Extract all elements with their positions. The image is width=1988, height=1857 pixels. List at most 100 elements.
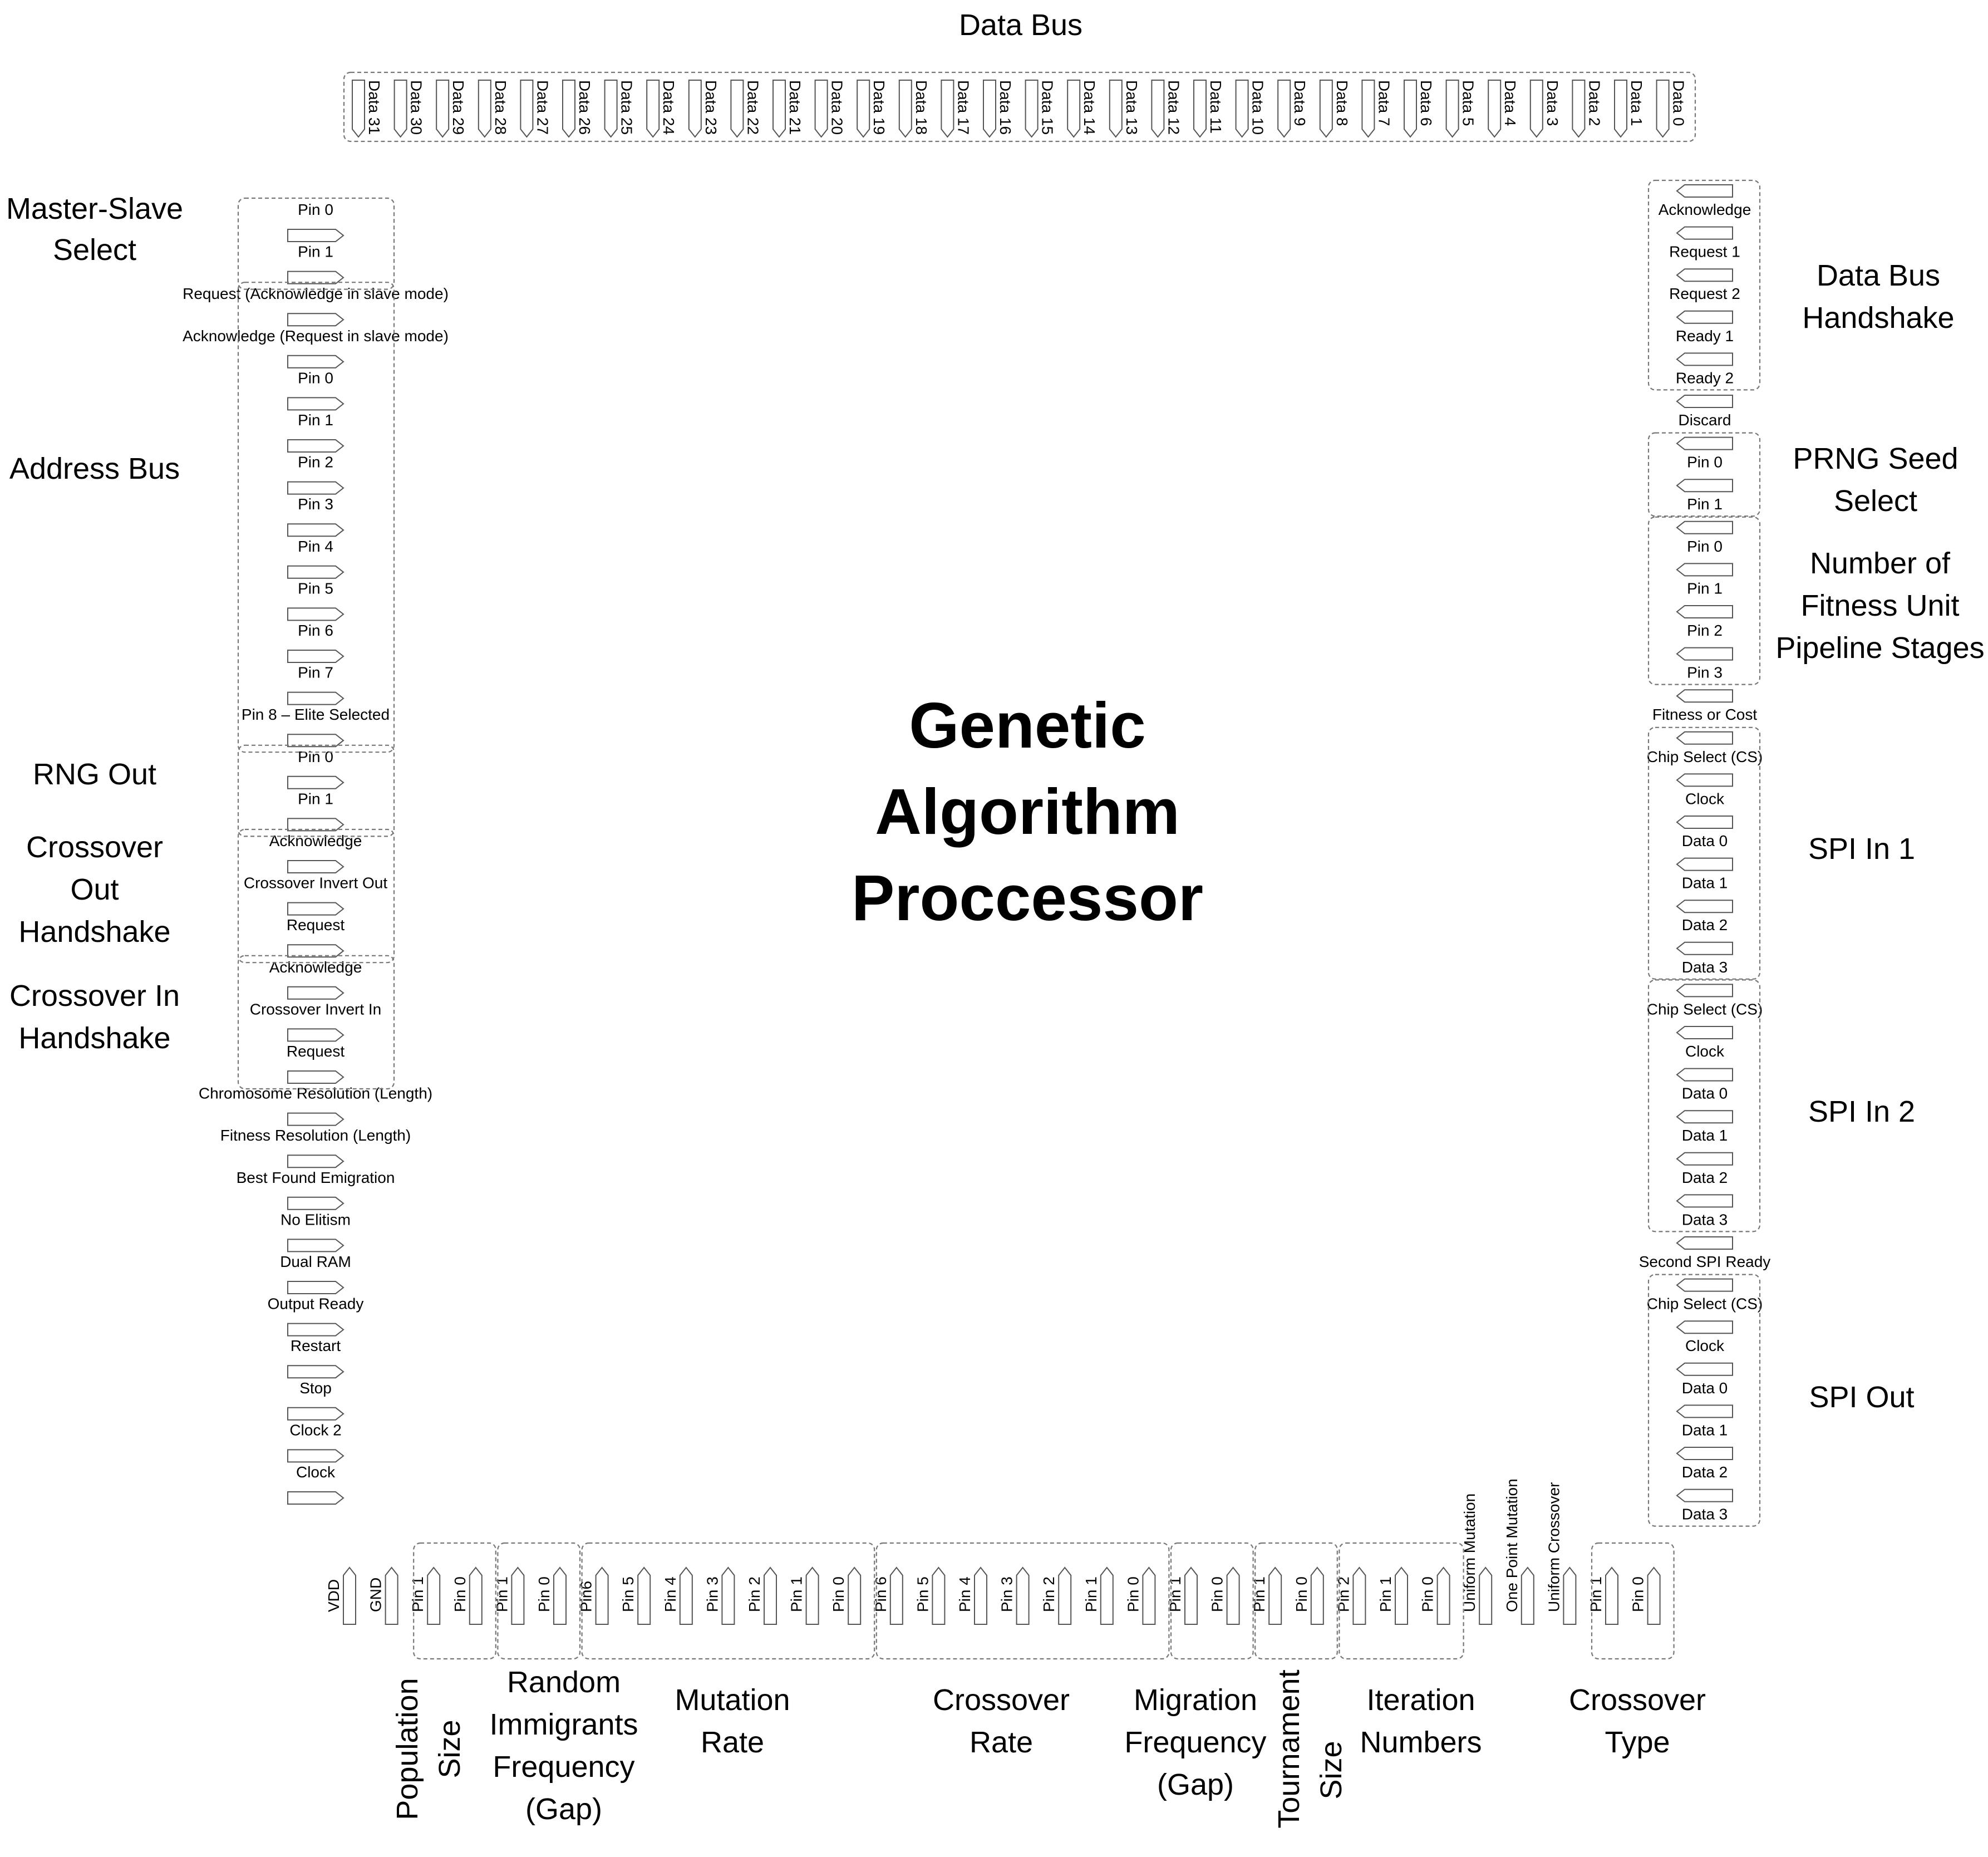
pin-arrow-right-icon bbox=[287, 775, 345, 789]
right-group-label: Fitness Unit bbox=[1800, 589, 1959, 622]
right-pin: Clock bbox=[1676, 1026, 1733, 1060]
left-pin: Pin 2 bbox=[287, 454, 345, 495]
left-pin: Request bbox=[287, 916, 345, 958]
pin-arrow-left-icon bbox=[1676, 479, 1733, 493]
pin-arrow-right-icon bbox=[287, 481, 345, 495]
pin-arrow-left-icon bbox=[1676, 520, 1733, 534]
pin-label: Pin 0 bbox=[1209, 1576, 1226, 1612]
pin-label: Pin 0 bbox=[1124, 1576, 1141, 1612]
data-bus-pin: Data 12 bbox=[1151, 80, 1182, 138]
pin-label: Uniform Mutation bbox=[1461, 1494, 1478, 1612]
data-bus-pin: Data 31 bbox=[352, 80, 383, 138]
right-group-box bbox=[1647, 516, 1761, 685]
pin-label: Pin 3 bbox=[998, 1576, 1016, 1612]
pin-arrow-right-icon bbox=[287, 860, 345, 873]
pin-arrow-up-icon bbox=[848, 1566, 862, 1625]
bottom-pin: VDD bbox=[325, 1566, 356, 1625]
right-group-label: SPI In 2 bbox=[1808, 1095, 1915, 1128]
left-pin: Pin 7 bbox=[287, 664, 345, 705]
bottom-group-label: Crossover bbox=[1569, 1683, 1706, 1717]
pin-arrow-right-icon bbox=[287, 1155, 345, 1168]
pin-arrow-up-icon bbox=[385, 1566, 398, 1625]
right-group-label: Data Bus bbox=[1817, 259, 1940, 292]
pin-label: Chip Select (CS) bbox=[1647, 748, 1763, 765]
left-pin: Pin 1 bbox=[287, 790, 345, 832]
pin-arrow-left-icon bbox=[1676, 1488, 1733, 1502]
pin-arrow-down-icon bbox=[436, 80, 450, 138]
right-pin: Pin 0 bbox=[1676, 436, 1733, 471]
pin-arrow-left-icon bbox=[1676, 605, 1733, 618]
data-bus-pin: Data 4 bbox=[1488, 80, 1519, 138]
pin-arrow-up-icon bbox=[553, 1566, 567, 1625]
pin-label: Clock 2 bbox=[289, 1421, 341, 1438]
bottom-pin: Pin 1 bbox=[1377, 1566, 1408, 1625]
bottom-group-label: Iteration bbox=[1366, 1683, 1475, 1717]
bottom-group-label: Immigrants bbox=[489, 1708, 638, 1741]
pin-label: Acknowledge (Request in slave mode) bbox=[183, 327, 449, 345]
pin-label: Chromosome Resolution (Length) bbox=[199, 1085, 432, 1102]
bottom-pin: Pin 0 bbox=[451, 1566, 483, 1625]
pin-label: Pin 5 bbox=[914, 1576, 931, 1612]
pin-arrow-left-icon bbox=[1676, 226, 1733, 240]
pin-label: Data 29 bbox=[450, 80, 467, 135]
right-pin: Chip Select (CS) bbox=[1647, 984, 1763, 1018]
pin-label: Pin 0 bbox=[1630, 1576, 1647, 1612]
pin-label: Pin 0 bbox=[535, 1576, 553, 1612]
data-bus-pin: Data 9 bbox=[1277, 80, 1308, 138]
pin-arrow-left-icon bbox=[1676, 1152, 1733, 1166]
pin-label: Pin 2 bbox=[746, 1576, 763, 1612]
bottom-group-label: Size bbox=[1315, 1741, 1348, 1799]
pin-label: Request 1 bbox=[1669, 243, 1740, 261]
pin-arrow-right-icon bbox=[287, 1196, 345, 1210]
bottom-group-label: Random bbox=[507, 1666, 621, 1699]
pin-arrow-up-icon bbox=[1479, 1566, 1493, 1625]
right-group-box bbox=[1647, 1274, 1761, 1527]
pin-arrow-up-icon bbox=[932, 1566, 946, 1625]
data-bus-pin: Data 29 bbox=[436, 80, 467, 138]
bottom-pin: Pin 0 bbox=[1293, 1566, 1324, 1625]
pin-label: Data 3 bbox=[1682, 1506, 1728, 1523]
bottom-pin: One Point Mutation bbox=[1503, 1478, 1534, 1625]
processor-title: Proccessor bbox=[852, 862, 1203, 934]
pin-label: Pin 0 bbox=[1687, 538, 1723, 555]
pin-arrow-down-icon bbox=[898, 80, 912, 138]
right-group-label: PRNG Seed bbox=[1793, 442, 1958, 475]
left-pin: Pin 0 bbox=[287, 201, 345, 242]
data-bus-pin: Data 27 bbox=[520, 80, 551, 138]
bottom-pin: Uniform Crossover bbox=[1545, 1482, 1577, 1625]
left-group-box bbox=[237, 955, 395, 1090]
pin-label: Pin 1 bbox=[1377, 1576, 1394, 1612]
pin-label: No Elitism bbox=[281, 1211, 351, 1228]
pin-arrow-right-icon bbox=[287, 986, 345, 1000]
pin-label: Clock bbox=[1685, 790, 1725, 807]
bottom-group-box bbox=[1339, 1542, 1464, 1660]
pin-label: Best Found Emigration bbox=[237, 1169, 395, 1186]
pin-label: Clock bbox=[1685, 1043, 1725, 1060]
bottom-pin: Pin 0 bbox=[1419, 1566, 1450, 1625]
pin-label: Acknowledge bbox=[1659, 201, 1751, 218]
pin-label: One Point Mutation bbox=[1503, 1478, 1520, 1612]
pin-arrow-down-icon bbox=[1656, 80, 1670, 138]
left-pin: Request bbox=[287, 1043, 345, 1084]
right-pin: Data 0 bbox=[1676, 1068, 1733, 1102]
bottom-pin: Pin 2 bbox=[746, 1566, 777, 1625]
left-pin: Clock bbox=[287, 1463, 345, 1505]
data-bus-pin: Data 11 bbox=[1193, 80, 1224, 138]
pin-label: Data 0 bbox=[1682, 832, 1728, 849]
pin-arrow-left-icon bbox=[1676, 436, 1733, 450]
data-bus-pin: Data 21 bbox=[772, 80, 804, 138]
pin-arrow-up-icon bbox=[974, 1566, 987, 1625]
pin-label: Data 26 bbox=[576, 80, 593, 135]
pin-arrow-down-icon bbox=[520, 80, 534, 138]
pin-label: Acknowledge bbox=[269, 959, 362, 976]
pin-label: Data 0 bbox=[1670, 80, 1687, 126]
right-pin: Ready 1 bbox=[1676, 310, 1734, 345]
left-pin: Dual RAM bbox=[280, 1253, 351, 1294]
pin-arrow-down-icon bbox=[983, 80, 996, 138]
pin-arrow-right-icon bbox=[287, 1028, 345, 1042]
pin-arrow-up-icon bbox=[1352, 1566, 1366, 1625]
left-pin: Restart bbox=[287, 1337, 345, 1379]
pin-label: Pin 5 bbox=[298, 579, 333, 597]
pin-arrow-left-icon bbox=[1676, 1194, 1733, 1208]
